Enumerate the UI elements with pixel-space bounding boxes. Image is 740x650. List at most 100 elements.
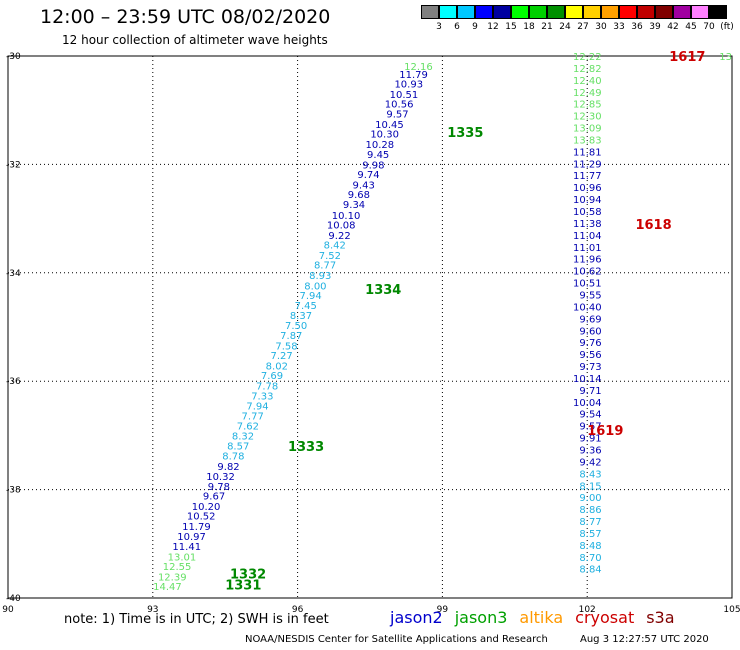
swh-value: 10.04 (573, 398, 602, 409)
legend-tick-label: 9 (472, 22, 478, 32)
color-legend (421, 5, 727, 21)
y-tick-label: -40 (6, 594, 21, 604)
legend-tick-label: 6 (454, 22, 460, 32)
legend-tick-label: 36 (631, 22, 643, 32)
swh-value: 9.43 (353, 180, 375, 191)
swh-value: 8.77 (579, 517, 601, 528)
swh-value: 11.79 (182, 522, 211, 533)
legend-swatch (601, 5, 619, 19)
legend-swatch (475, 5, 493, 19)
legend-tick-label: 70 (703, 22, 715, 32)
satellite-legend: jason2 jason3 altika cryosat s3a (390, 608, 687, 627)
swh-value: 10.14 (573, 374, 602, 385)
x-tick-label: 99 (437, 605, 449, 615)
swh-value: 8.84 (579, 565, 601, 576)
swh-value: 8.32 (232, 431, 254, 442)
swh-value: 12.30 (573, 112, 602, 123)
swh-value: 8.57 (579, 529, 601, 540)
swh-value: 9.76 (579, 338, 601, 349)
legend-tick-label: 24 (559, 22, 571, 32)
swh-value: 12.49 (573, 88, 602, 99)
swh-value: 10.08 (327, 221, 356, 232)
swh-value: 11.77 (573, 171, 602, 182)
swh-value: 7.94 (299, 291, 321, 302)
swh-value: 9.22 (328, 231, 350, 242)
swh-value: 9.54 (579, 410, 601, 421)
x-tick-label: 102 (579, 605, 596, 615)
swh-value: 10.10 (332, 211, 361, 222)
swh-value: 10.20 (192, 502, 221, 513)
legend-swatch (565, 5, 583, 19)
swh-value: 11.29 (573, 159, 602, 170)
y-tick-label: -30 (6, 52, 21, 62)
swh-value: 10.93 (394, 80, 423, 91)
legend-tick-label: 21 (541, 22, 553, 32)
swh-value: 13.09 (573, 124, 602, 135)
swh-value: 8.15 (579, 481, 601, 492)
swh-value: 8.42 (324, 241, 346, 252)
swh-value: 8.78 (222, 451, 244, 462)
swh-value: 13 (719, 52, 732, 63)
swh-value: 9.78 (208, 482, 230, 493)
swh-value: 10.62 (573, 267, 602, 278)
legend-tick-label: 42 (667, 22, 679, 32)
pass-label: 1618 (635, 218, 671, 233)
swh-value: 10.28 (365, 140, 394, 151)
legend-tick-label: 45 (685, 22, 697, 32)
swh-value: 7.52 (319, 251, 341, 262)
swh-value: 7.87 (280, 331, 302, 342)
legend-swatch (529, 5, 547, 19)
swh-value: 10.45 (375, 120, 404, 131)
swh-value: 8.00 (304, 281, 326, 292)
legend-tick-label: 12 (487, 22, 499, 32)
swh-value: 7.69 (261, 371, 283, 382)
swh-value: 9.74 (357, 170, 379, 181)
swh-value: 10.97 (177, 532, 206, 543)
swh-value: 11.41 (172, 542, 201, 553)
swh-value: 10.56 (385, 100, 414, 111)
swh-value: 9.91 (579, 434, 601, 445)
swh-value: 10.52 (187, 512, 216, 523)
swh-value: 9.34 (343, 200, 365, 211)
swh-value: 8.37 (290, 311, 312, 322)
credit-line: NOAA/NESDIS Center for Satellite Applica… (245, 634, 548, 645)
swh-value: 9.36 (579, 445, 601, 456)
swh-value: 12.82 (573, 64, 602, 75)
satellite-jason3: jason3 (454, 608, 508, 627)
swh-value: 10.51 (390, 90, 419, 101)
swh-value: 12.39 (158, 572, 187, 583)
legend-swatch (421, 5, 439, 19)
satellite-altika: altika (519, 608, 564, 627)
swh-value: 11.01 (573, 243, 602, 254)
swh-value: 7.77 (242, 411, 264, 422)
swh-value: 9.00 (579, 493, 601, 504)
pass-label: 1617 (669, 50, 705, 65)
swh-value: 12.55 (163, 562, 192, 573)
swh-value: 9.82 (217, 462, 239, 473)
swh-value: 7.62 (237, 422, 259, 433)
swh-value: 10.51 (573, 279, 602, 290)
swh-value: 9.60 (579, 326, 601, 337)
swh-value: 9.67 (203, 492, 225, 503)
legend-swatch (457, 5, 475, 19)
swh-value: 11.81 (573, 147, 602, 158)
pass-label: 1335 (447, 126, 483, 141)
swh-value: 8.48 (579, 541, 601, 552)
swh-value: 14.47 (153, 582, 182, 593)
legend-tick-label: 3 (436, 22, 442, 32)
swh-value: 9.57 (386, 109, 408, 120)
pass-label: 1333 (288, 440, 324, 455)
satellite-cryosat: cryosat (575, 608, 635, 627)
legend-swatch (439, 5, 457, 19)
swh-value: 9.56 (579, 350, 601, 361)
y-tick-label: -32 (6, 160, 21, 170)
swh-value: 11.79 (399, 70, 428, 81)
swh-value: 7.45 (295, 301, 317, 312)
legend-tick-label: 39 (649, 22, 661, 32)
legend-swatch (511, 5, 529, 19)
legend-tick-label: 33 (613, 22, 625, 32)
legend-tick-label: (ft) (720, 22, 734, 32)
y-tick-label: -34 (6, 269, 21, 279)
swh-value: 10.30 (370, 130, 399, 141)
